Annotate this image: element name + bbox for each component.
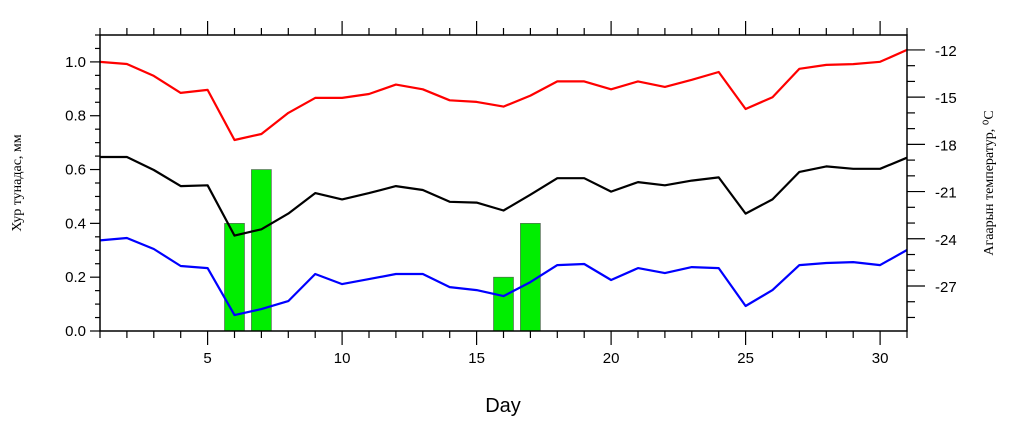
temperature-line-3 [99, 236, 908, 317]
y-left-tick-label: 0.6 [65, 162, 86, 179]
y-left-tick-label: 0.8 [65, 108, 86, 125]
y-left-tick-label: 1.0 [65, 54, 86, 71]
y-right-tick-label: -18 [935, 137, 957, 154]
precipitation-bars [224, 169, 541, 332]
x-tick-label: 20 [603, 350, 620, 367]
y-right-tick-label: -12 [935, 43, 957, 60]
x-tick-label: 5 [203, 350, 211, 367]
x-tick-label: 10 [334, 350, 351, 367]
y-left-tick-label: 0.2 [65, 269, 86, 286]
y-axis-right-label: Агаарын температур, ⁰C [982, 110, 997, 255]
x-tick-label: 15 [468, 350, 485, 367]
x-axis-label: Day [485, 395, 521, 417]
temperature-lines [99, 48, 908, 317]
x-tick-label: 30 [872, 350, 889, 367]
temperature-line-1 [99, 48, 908, 142]
y-right-tick-label: -15 [935, 90, 957, 107]
x-tick-label: 25 [737, 350, 754, 367]
axes: 5 10 15 20 25 30 0.0 0.2 0.4 0.6 0.8 1.0 -12 -15 -18 -2… [65, 21, 957, 367]
y-right-tick-label: -21 [935, 185, 957, 202]
y-axis-left-label: Хур тунадас, мм [10, 134, 25, 231]
y-left-tick-label: 0.4 [65, 215, 86, 232]
y-right-tick-label: -24 [935, 232, 957, 249]
y-right-tick-label: -27 [935, 279, 957, 296]
temperature-line-2 [100, 155, 908, 237]
bar-day-16 [493, 276, 514, 332]
y-left-tick-label: 0.0 [65, 323, 86, 340]
